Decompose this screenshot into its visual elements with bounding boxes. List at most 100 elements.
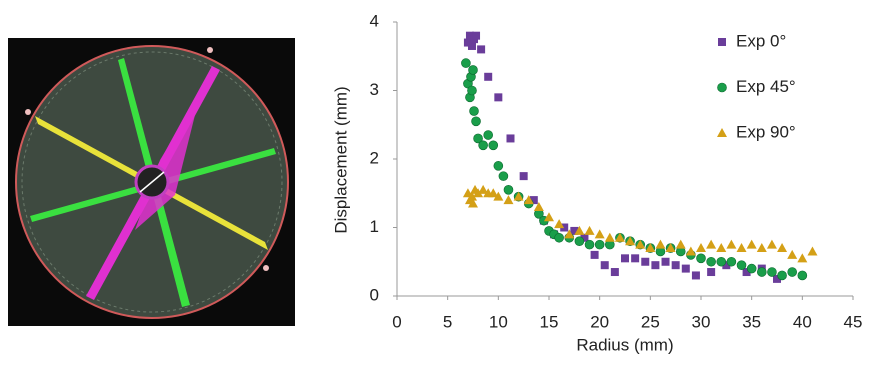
point-triangle xyxy=(473,188,484,198)
point-triangle xyxy=(797,253,808,263)
point-circle xyxy=(797,270,808,281)
x-tick-label: 10 xyxy=(489,312,508,331)
point-circle xyxy=(461,58,471,68)
point-circle xyxy=(478,140,488,151)
point-circle xyxy=(787,267,798,277)
point-triangle xyxy=(766,239,777,249)
point-triangle xyxy=(685,246,696,256)
point-triangle xyxy=(544,212,554,222)
point-triangle xyxy=(513,191,524,201)
point-circle xyxy=(574,236,585,246)
point-square xyxy=(651,261,660,270)
point-square xyxy=(681,264,690,273)
point-circle xyxy=(756,267,767,277)
x-tick-label: 45 xyxy=(844,312,863,331)
point-triangle xyxy=(736,243,747,253)
point-circle xyxy=(468,65,478,75)
point-triangle xyxy=(746,239,757,249)
point-triangle xyxy=(716,243,727,253)
point-circle xyxy=(473,133,483,144)
point-square xyxy=(494,93,503,102)
point-circle xyxy=(493,161,504,171)
point-circle xyxy=(746,263,757,274)
legend-marker xyxy=(717,128,727,137)
x-tick-label: 35 xyxy=(742,312,761,331)
point-square xyxy=(773,274,781,283)
point-triangle xyxy=(625,236,636,246)
point-circle xyxy=(594,239,605,250)
point-square xyxy=(463,38,472,47)
point-triangle xyxy=(468,198,478,208)
x-tick-label: 40 xyxy=(793,312,812,331)
point-square xyxy=(580,233,589,242)
point-square xyxy=(722,261,731,270)
point-square xyxy=(691,271,700,280)
point-triangle xyxy=(807,246,818,256)
x-tick-label: 15 xyxy=(540,312,559,331)
point-square xyxy=(610,268,619,277)
point-triangle xyxy=(665,243,676,253)
x-tick-label: 25 xyxy=(641,312,660,331)
point-triangle xyxy=(706,239,717,249)
point-circle xyxy=(584,239,595,250)
point-triangle xyxy=(503,195,514,205)
dot xyxy=(207,47,213,53)
point-square xyxy=(560,223,569,232)
point-triangle xyxy=(726,239,737,249)
point-square xyxy=(506,134,515,143)
y-tick-label: 0 xyxy=(370,285,379,304)
point-circle xyxy=(483,130,494,140)
point-circle xyxy=(488,140,499,151)
point-triangle xyxy=(493,191,504,201)
point-triangle xyxy=(696,243,706,253)
point-square xyxy=(707,268,716,277)
point-triangle xyxy=(594,229,605,239)
mesh-ring xyxy=(21,51,283,313)
point-triangle xyxy=(787,249,798,259)
point-triangle xyxy=(564,229,575,239)
point-triangle xyxy=(523,195,534,205)
point-triangle xyxy=(614,232,625,242)
point-circle xyxy=(467,85,477,96)
point-circle xyxy=(498,171,509,181)
point-square xyxy=(631,254,640,263)
point-triangle xyxy=(777,243,788,253)
point-triangle xyxy=(478,184,489,194)
point-circle xyxy=(471,116,481,127)
point-triangle xyxy=(645,243,656,253)
point-square xyxy=(671,261,680,270)
point-triangle xyxy=(466,191,477,201)
point-circle xyxy=(503,185,514,195)
dot xyxy=(263,265,269,271)
point-square xyxy=(519,172,528,181)
center-mark xyxy=(139,171,165,193)
point-square xyxy=(465,31,474,40)
point-triangle xyxy=(675,239,686,249)
point-square xyxy=(621,254,629,263)
point-circle xyxy=(554,232,564,243)
point-triangle xyxy=(488,188,499,198)
point-square xyxy=(472,31,481,40)
point-square xyxy=(641,257,650,266)
point-circle xyxy=(767,267,777,277)
point-triangle xyxy=(635,239,646,249)
x-tick-label: 0 xyxy=(392,312,401,331)
x-axis-label: Radius (mm) xyxy=(576,335,673,354)
point-triangle xyxy=(533,201,544,211)
point-triangle xyxy=(574,225,585,235)
point-square xyxy=(477,45,486,54)
point-triangle xyxy=(554,219,565,229)
x-tick-label: 20 xyxy=(590,312,609,331)
legend-label: Exp 0° xyxy=(736,31,786,50)
x-tick-label: 30 xyxy=(692,312,711,331)
y-tick-label: 4 xyxy=(370,11,379,30)
point-square xyxy=(570,226,579,235)
point-circle xyxy=(726,256,737,267)
legend-label: Exp 45° xyxy=(736,77,796,96)
point-circle xyxy=(736,260,747,270)
point-square xyxy=(661,257,670,266)
y-tick-label: 1 xyxy=(370,217,379,236)
point-circle xyxy=(469,106,479,116)
